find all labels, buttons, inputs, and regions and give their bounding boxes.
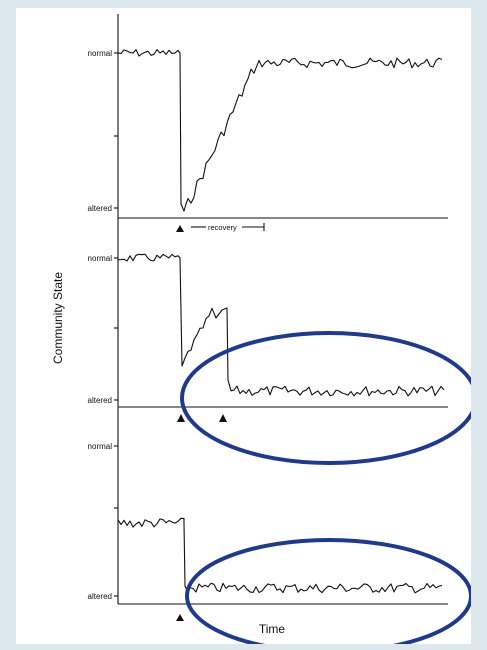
tick-label-normal: normal [88,442,113,451]
x-axis-label: Time [259,622,286,636]
highlight-ellipse-panel-2 [180,331,471,465]
tick-label-normal: normal [88,49,113,58]
panel-3-trace [117,517,443,594]
figure: Community State Time normal altered norm… [16,8,471,644]
tick-label-altered: altered [88,396,112,405]
recovery-label: recovery [208,223,237,232]
disturbance-marker [219,414,227,422]
disturbance-marker [176,225,184,232]
disturbance-marker [176,614,184,621]
panel-1-trace [117,49,443,212]
community-state-chart: Community State Time normal altered norm… [51,14,471,644]
tick-label-normal: normal [88,254,113,263]
highlight-ellipse-panel-3 [185,538,471,644]
panel-2-trace [117,253,445,397]
tick-label-altered: altered [88,592,112,601]
y-axis-label: Community State [51,272,65,364]
disturbance-marker [177,414,185,422]
tick-label-altered: altered [88,204,112,213]
